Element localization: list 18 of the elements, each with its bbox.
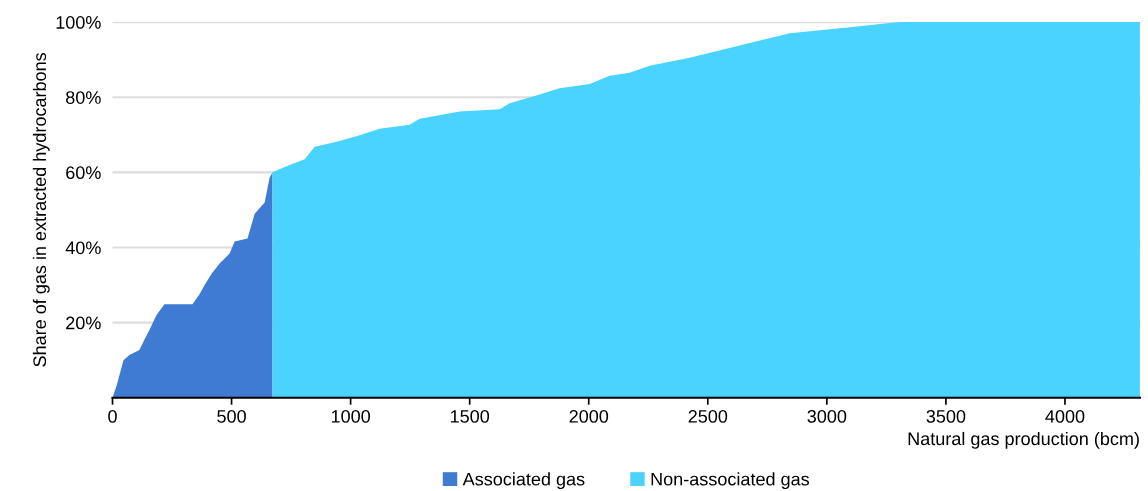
y-axis-title: Share of gas in extracted hydrocarbons: [32, 52, 50, 367]
y-tick-label: 20%: [66, 316, 101, 330]
legend-label: Non-associated gas: [651, 472, 810, 490]
y-tick-label: 40%: [65, 241, 101, 255]
x-tick-label: 1500: [450, 409, 490, 423]
x-tick-label: 4000: [1045, 409, 1085, 423]
y-tick-label: 80%: [66, 91, 101, 104]
legend-label: Associated gas: [462, 472, 585, 490]
x-tick-label: 2500: [688, 409, 728, 423]
x-tick-label: 0: [108, 409, 117, 423]
x-tick-label: 500: [217, 409, 246, 423]
x-tick-label: 3000: [807, 409, 847, 423]
x-axis-title: Natural gas production (bcm): [908, 431, 1139, 449]
y-tick-label: 60%: [66, 166, 101, 180]
y-tick-label: 100%: [56, 16, 101, 29]
x-tick-label: 3500: [926, 409, 966, 423]
x-tick-label: 1000: [331, 409, 370, 423]
x-tick-label: 2000: [569, 409, 609, 423]
